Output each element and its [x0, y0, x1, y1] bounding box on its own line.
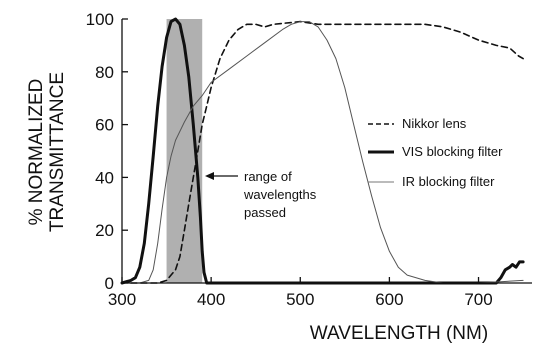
x-axis-title: WAVELENGTH (NM)	[310, 323, 488, 344]
y-tick-label: 60	[95, 116, 114, 135]
annotation-arrow-head	[205, 172, 214, 180]
x-tick-label: 600	[375, 290, 403, 309]
y-tick-label: 20	[95, 221, 114, 240]
series-line-ir-blocking-filter	[139, 21, 524, 284]
x-tick-label: 300	[108, 290, 136, 309]
legend-label-vis: VIS blocking filter	[402, 144, 503, 159]
legend: Nikkor lens VIS blocking filter IR block…	[368, 116, 503, 189]
annotation-line-1: range of	[244, 169, 292, 184]
legend-label-ir: IR blocking filter	[402, 174, 495, 189]
y-tick-label: 40	[95, 168, 114, 187]
y-tick-label: 0	[105, 274, 114, 293]
ticks-layer: 0 20 40 60 80 100 300 400 500 600 700	[86, 10, 493, 309]
x-tick-label: 500	[286, 290, 314, 309]
series-line-nikkor-lens	[130, 20, 524, 284]
y-tick-label: 100	[86, 10, 114, 29]
series-layer	[120, 17, 525, 285]
range-annotation: range of wavelengths passed	[205, 169, 317, 220]
series-line-vis-blocking-filter	[120, 17, 525, 285]
x-tick-label: 400	[197, 290, 225, 309]
y-tick-label: 80	[95, 63, 114, 82]
annotation-line-3: passed	[244, 205, 286, 220]
y-axis-title-line-2: TRANSMITTANCE	[47, 72, 68, 232]
x-tick-label: 700	[464, 290, 492, 309]
annotation-line-2: wavelengths	[243, 187, 317, 202]
axes-layer	[121, 19, 532, 284]
legend-label-nikkor: Nikkor lens	[402, 116, 467, 131]
y-axis-title-line-1: % NORMALIZED	[26, 79, 47, 226]
